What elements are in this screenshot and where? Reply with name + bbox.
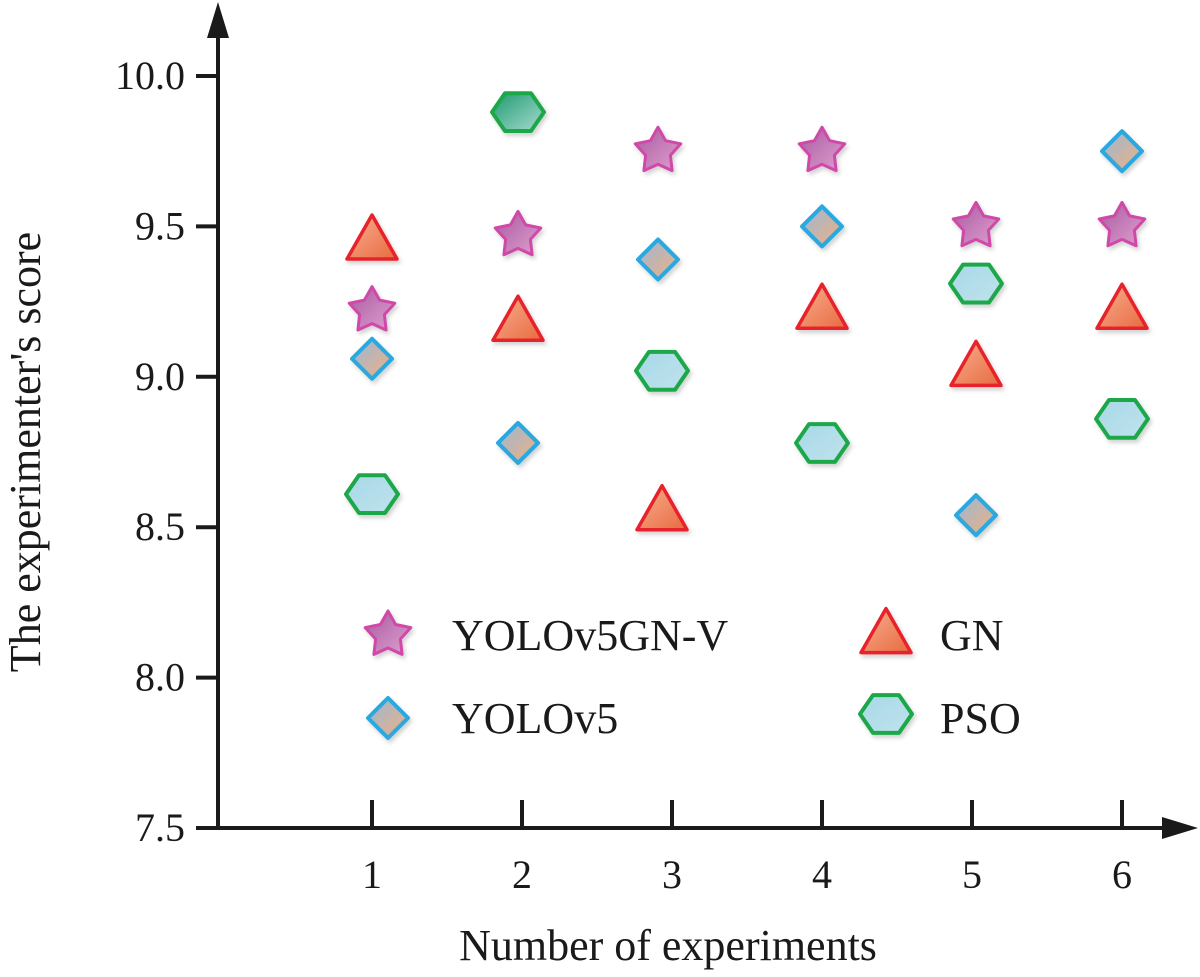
point-gn-6	[1095, 282, 1149, 330]
point-yolov5-6	[1100, 129, 1144, 174]
point-yolov5-4	[800, 204, 844, 249]
legend-marker-yolov5	[366, 696, 410, 740]
x-axis-arrow	[1162, 817, 1198, 839]
y-tick-label: 7.5	[135, 805, 185, 850]
y-tick-label: 9.5	[135, 203, 185, 248]
point-gn-4	[795, 282, 849, 330]
x-tick-label: 5	[962, 852, 982, 897]
point-yolov5gn-v-3	[633, 125, 683, 173]
y-axis-title: The experimenter's score	[1, 232, 50, 672]
legend-label-pso: PSO	[940, 694, 1021, 743]
y-axis-ticks: 7.5 8.0 8.5 9.0 9.5 10.0	[115, 53, 218, 850]
point-pso-3	[634, 349, 690, 392]
x-tick-label: 2	[512, 852, 532, 897]
point-pso-2	[490, 91, 546, 133]
y-axis-arrow	[207, 2, 229, 38]
legend-marker-gn	[859, 606, 913, 655]
point-yolov5gn-v-5	[951, 200, 1001, 248]
y-tick-label: 10.0	[115, 53, 185, 98]
legend-marker-pso	[858, 693, 914, 735]
legend: YOLOv5GN-V GN YOLOv5 PSO	[363, 606, 1021, 743]
y-tick-label: 9.0	[135, 354, 185, 399]
point-yolov5-2	[496, 420, 540, 465]
point-gn-1	[345, 213, 399, 261]
y-tick-label: 8.5	[135, 504, 185, 549]
point-pso-1	[344, 473, 400, 515]
data-points	[344, 91, 1150, 538]
point-yolov5-1	[350, 336, 394, 381]
x-axis-title: Number of experiments	[459, 921, 877, 970]
point-gn-5	[949, 339, 1003, 388]
legend-label-yolov5: YOLOv5	[452, 694, 618, 743]
point-yolov5-5	[954, 493, 998, 538]
y-tick-label: 8.0	[135, 655, 185, 700]
legend-label-yolov5gn-v: YOLOv5GN-V	[452, 611, 728, 660]
x-tick-label: 1	[362, 852, 382, 897]
point-yolov5gn-v-1	[347, 285, 397, 332]
legend-label-gn: GN	[940, 611, 1004, 660]
point-gn-2	[491, 294, 545, 343]
point-yolov5-3	[636, 237, 680, 282]
point-yolov5gn-v-6	[1097, 200, 1147, 248]
x-axis-ticks: 1 2 3 4 5 6	[362, 800, 1132, 897]
point-pso-5	[948, 262, 1004, 305]
point-pso-6	[1094, 398, 1150, 440]
point-yolov5gn-v-2	[493, 209, 543, 257]
point-yolov5gn-v-4	[797, 125, 847, 173]
point-pso-4	[794, 422, 850, 464]
point-gn-3	[635, 484, 689, 532]
x-tick-label: 3	[662, 852, 682, 897]
x-tick-label: 4	[812, 852, 832, 897]
legend-marker-yolov5gn-v	[363, 609, 413, 656]
x-tick-label: 6	[1112, 852, 1132, 897]
